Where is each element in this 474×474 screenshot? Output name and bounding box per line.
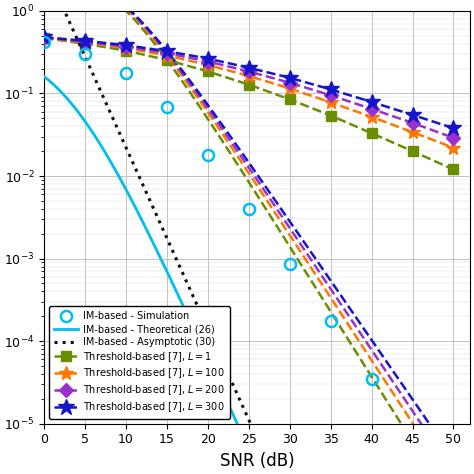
Threshold-based [7], $L = 100$ <box>328 100 334 105</box>
Threshold-based [7], $L = 1$ <box>82 41 88 46</box>
Threshold-based [7], $L = 200$ <box>410 120 415 126</box>
Line: Threshold-based [7], $L = 200$: Threshold-based [7], $L = 200$ <box>39 33 458 143</box>
Threshold-based [7], $L = 300$ <box>246 65 252 71</box>
Line: IM-based - Asymptotic (30): IM-based - Asymptotic (30) <box>58 0 470 474</box>
Threshold-based [7], $L = 100$ <box>82 40 88 46</box>
Threshold-based [7], $L = 200$ <box>246 69 252 74</box>
Threshold-based [7], $L = 200$ <box>287 80 292 86</box>
Threshold-based [7], $L = 200$ <box>205 59 211 64</box>
IM-based - Simulation <box>82 51 88 57</box>
Threshold-based [7], $L = 300$ <box>287 75 292 81</box>
Threshold-based [7], $L = 1$ <box>41 35 47 41</box>
Threshold-based [7], $L = 200$ <box>369 106 374 112</box>
Threshold-based [7], $L = 300$ <box>410 112 415 118</box>
Threshold-based [7], $L = 1$ <box>164 57 170 63</box>
Threshold-based [7], $L = 200$ <box>164 50 170 56</box>
Threshold-based [7], $L = 1$ <box>287 97 292 102</box>
Threshold-based [7], $L = 100$ <box>123 45 129 51</box>
Threshold-based [7], $L = 1$ <box>410 148 415 154</box>
Threshold-based [7], $L = 300$ <box>328 87 334 92</box>
IM-based - Simulation <box>287 262 292 267</box>
IM-based - Theoretical (26) <box>43 75 48 81</box>
Threshold-based [7], $L = 300$ <box>82 38 88 44</box>
IM-based - Simulation <box>164 104 170 110</box>
IM-based - Theoretical (26) <box>41 74 47 80</box>
Threshold-based [7], $L = 1$ <box>246 82 252 88</box>
Threshold-based [7], $L = 300$ <box>205 56 211 62</box>
Line: IM-based - Simulation: IM-based - Simulation <box>39 36 459 474</box>
Threshold-based [7], $L = 300$ <box>451 125 456 131</box>
Threshold-based [7], $L = 200$ <box>41 35 47 40</box>
IM-based - Simulation <box>123 71 129 76</box>
Line: Threshold-based [7], $L = 100$: Threshold-based [7], $L = 100$ <box>37 31 460 155</box>
IM-based - Asymptotic (30) <box>153 210 158 215</box>
Legend: IM-based - Simulation, IM-based - Theoretical (26), IM-based - Asymptotic (30), : IM-based - Simulation, IM-based - Theore… <box>49 306 229 419</box>
Threshold-based [7], $L = 200$ <box>82 39 88 45</box>
IM-based - Simulation <box>369 376 374 382</box>
Threshold-based [7], $L = 200$ <box>123 44 129 49</box>
Threshold-based [7], $L = 300$ <box>164 48 170 54</box>
Threshold-based [7], $L = 100$ <box>41 35 47 41</box>
IM-based - Simulation <box>328 318 334 324</box>
Threshold-based [7], $L = 1$ <box>451 167 456 173</box>
Line: Threshold-based [7], $L = 1$: Threshold-based [7], $L = 1$ <box>39 33 458 174</box>
Threshold-based [7], $L = 100$ <box>369 114 374 120</box>
Threshold-based [7], $L = 1$ <box>123 48 129 54</box>
IM-based - Asymptotic (30) <box>237 396 242 401</box>
Threshold-based [7], $L = 1$ <box>328 113 334 118</box>
Threshold-based [7], $L = 1$ <box>369 130 374 136</box>
IM-based - Simulation <box>41 39 47 45</box>
Threshold-based [7], $L = 300$ <box>41 35 47 40</box>
Threshold-based [7], $L = 300$ <box>123 42 129 48</box>
Threshold-based [7], $L = 300$ <box>369 99 374 105</box>
IM-based - Simulation <box>246 206 252 212</box>
Threshold-based [7], $L = 1$ <box>205 69 211 74</box>
Threshold-based [7], $L = 100$ <box>451 145 456 151</box>
IM-based - Simulation <box>205 152 211 158</box>
Line: Threshold-based [7], $L = 300$: Threshold-based [7], $L = 300$ <box>36 29 462 137</box>
Threshold-based [7], $L = 100$ <box>410 129 415 135</box>
Threshold-based [7], $L = 200$ <box>451 135 456 141</box>
IM-based - Asymptotic (30) <box>61 8 67 13</box>
Threshold-based [7], $L = 100$ <box>205 62 211 68</box>
X-axis label: SNR (dB): SNR (dB) <box>220 452 294 470</box>
Threshold-based [7], $L = 100$ <box>164 53 170 58</box>
Threshold-based [7], $L = 100$ <box>246 73 252 79</box>
IM-based - Simulation <box>410 435 415 440</box>
Line: IM-based - Theoretical (26): IM-based - Theoretical (26) <box>44 77 470 474</box>
Threshold-based [7], $L = 100$ <box>287 86 292 91</box>
Threshold-based [7], $L = 200$ <box>328 92 334 98</box>
